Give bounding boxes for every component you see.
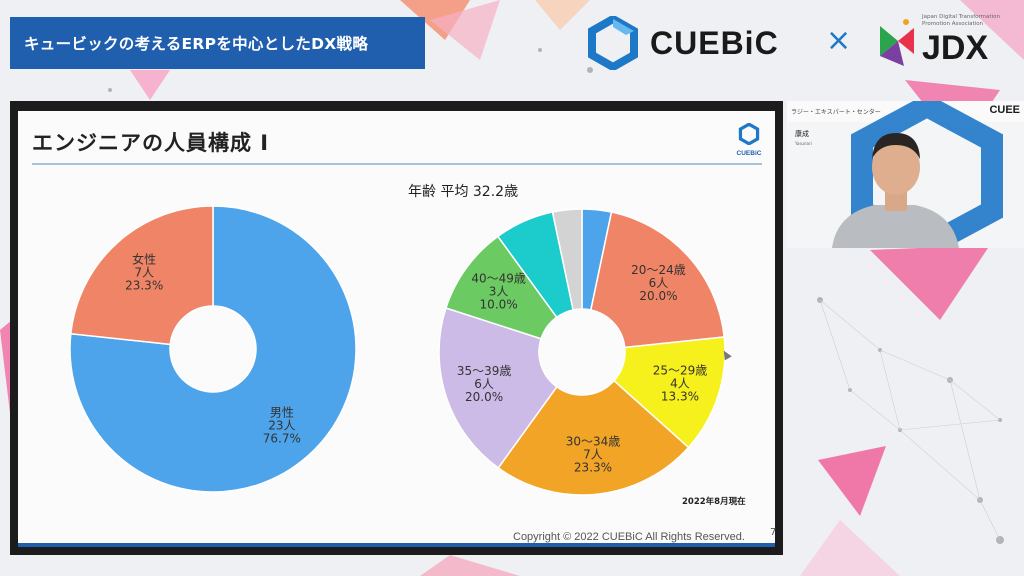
cuebic-hexagon-small-icon bbox=[738, 122, 760, 146]
charts-area: 男性23人76.7%女性7人23.3%20〜24歳6人20.0%25〜29歳4人… bbox=[69, 205, 726, 496]
speaker-name-romaji: Yasunari bbox=[795, 141, 812, 146]
jdx-mark-icon bbox=[880, 19, 914, 66]
age-pie-slice-5 bbox=[444, 235, 558, 340]
slide: エンジニアの人員構成 I CUEBiC 年齢 平均 32.2歳 男性 23人 76.… bbox=[18, 111, 777, 547]
collaboration-times-symbol: × bbox=[826, 23, 852, 58]
age-pie-slice-2 bbox=[612, 336, 726, 449]
as-of-date-note: 2022年8月現在 bbox=[682, 497, 746, 507]
gender-slice-1-pct: 23.3% bbox=[125, 278, 163, 292]
age-slice-2-label: 25〜29歳 bbox=[653, 364, 708, 378]
age-slice-3-label: 30〜34歳 bbox=[566, 434, 621, 448]
gender-slice-0-pct: 76.7% bbox=[263, 432, 301, 446]
slide-bottom-bar bbox=[18, 543, 775, 547]
gender-slice-0-count: 23人 bbox=[268, 419, 295, 433]
age-slice-2-count: 4人 bbox=[670, 377, 690, 391]
age-slice-3-count: 7人 bbox=[583, 447, 603, 461]
camera-header-right: CUEE bbox=[989, 104, 1020, 116]
age-pie-slice-1 bbox=[589, 211, 726, 349]
age-slice-5-count: 3人 bbox=[489, 285, 509, 299]
speaker-name: 康成 bbox=[795, 130, 809, 138]
jdx-wordmark: JDX bbox=[922, 28, 989, 67]
gender-slice-0-label: 男性 bbox=[270, 406, 294, 420]
title-divider bbox=[32, 163, 762, 165]
gender-slice-1-label: 女性 bbox=[132, 251, 156, 266]
age-slice-1-count: 6人 bbox=[649, 276, 669, 290]
jdx-subtitle: Japan Digital Transformation Promotion A… bbox=[922, 14, 1000, 27]
gender-slice-1-count: 7人 bbox=[134, 265, 154, 279]
age-pie-slice-4 bbox=[438, 307, 558, 469]
gender-pie-slice-1 bbox=[69, 205, 214, 346]
age-pie-slice-7 bbox=[551, 208, 583, 311]
age-slice-1-label: 20〜24歳 bbox=[631, 263, 686, 277]
cuebic-wordmark: CUEBiC bbox=[650, 24, 779, 61]
cuebic-brand-logo: CUEBiC bbox=[586, 16, 779, 70]
camera-header-left: ラジー・エキスパート・センター bbox=[791, 109, 881, 116]
gender-pie-slice-0 bbox=[69, 205, 357, 493]
banner-title: キュービックの考えるERPを中心としたDX戦略 bbox=[24, 35, 369, 53]
speaker-video-feed: ラジー・エキスパート・センター CUEE 康成 Yasunari bbox=[787, 101, 1024, 248]
slide-title: エンジニアの人員構成 I bbox=[32, 131, 270, 155]
age-slice-3-pct: 23.3% bbox=[574, 460, 612, 474]
age-slice-5-label: 40〜49歳 bbox=[471, 272, 526, 286]
slide-viewer: エンジニアの人員構成 I CUEBiC 年齢 平均 32.2歳 男性 23人 76.… bbox=[10, 101, 783, 555]
age-slice-4-label: 35〜39歳 bbox=[457, 364, 512, 378]
cuebic-hexagon-icon bbox=[588, 16, 638, 70]
age-slice-4-count: 6人 bbox=[474, 377, 494, 391]
age-chart-title: 年齢 平均 32.2歳 bbox=[408, 184, 519, 200]
age-pie-slice-3 bbox=[497, 379, 690, 496]
age-slice-5-pct: 10.0% bbox=[480, 298, 518, 312]
age-slice-4-pct: 20.0% bbox=[465, 390, 503, 404]
slide-logo-text: CUEBiC bbox=[736, 150, 762, 157]
age-slice-1-pct: 20.0% bbox=[639, 289, 677, 303]
copyright-text: Copyright © 2022 CUEBiC All Rights Reser… bbox=[513, 531, 745, 543]
slide-cuebic-logo: CUEBiC bbox=[732, 122, 766, 157]
age-slice-2-pct: 13.3% bbox=[661, 390, 699, 404]
jdx-brand-logo: Japan Digital Transformation Promotion A… bbox=[874, 14, 1000, 68]
presentation-title-banner: キュービックの考えるERPを中心としたDX戦略 bbox=[10, 17, 425, 69]
page-number: 7 bbox=[770, 527, 777, 538]
speaker-person-icon bbox=[832, 133, 959, 248]
